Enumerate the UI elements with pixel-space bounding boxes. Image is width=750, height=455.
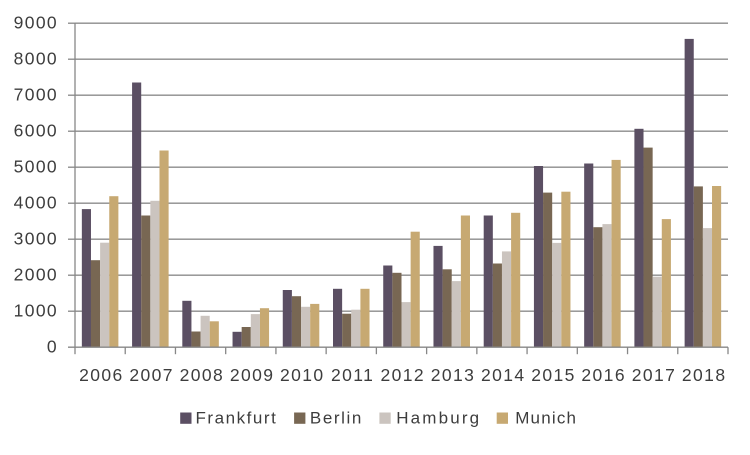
svg-text:2006: 2006 [79, 365, 124, 385]
svg-text:8000: 8000 [14, 49, 58, 69]
svg-text:2010: 2010 [280, 365, 325, 385]
svg-text:2007: 2007 [129, 365, 174, 385]
svg-text:5000: 5000 [14, 157, 58, 177]
svg-text:0: 0 [47, 337, 58, 357]
svg-text:9000: 9000 [14, 13, 58, 33]
svg-text:2012: 2012 [381, 365, 426, 385]
svg-text:Berlin: Berlin [310, 409, 363, 428]
svg-text:2017: 2017 [632, 365, 677, 385]
svg-text:4000: 4000 [14, 193, 58, 213]
svg-text:Frankfurt: Frankfurt [196, 409, 278, 428]
svg-text:6000: 6000 [14, 121, 58, 141]
svg-text:2015: 2015 [531, 365, 576, 385]
svg-text:2014: 2014 [481, 365, 526, 385]
svg-text:Hamburg: Hamburg [396, 409, 481, 428]
svg-text:1000: 1000 [14, 301, 58, 321]
svg-text:7000: 7000 [14, 85, 58, 105]
svg-text:Munich: Munich [515, 409, 577, 428]
svg-text:2009: 2009 [230, 365, 275, 385]
svg-text:2008: 2008 [180, 365, 225, 385]
svg-text:2016: 2016 [581, 365, 626, 385]
svg-text:2018: 2018 [682, 365, 727, 385]
svg-text:2011: 2011 [331, 365, 374, 385]
svg-text:2000: 2000 [14, 265, 58, 285]
svg-text:2013: 2013 [431, 365, 476, 385]
svg-text:3000: 3000 [14, 229, 58, 249]
